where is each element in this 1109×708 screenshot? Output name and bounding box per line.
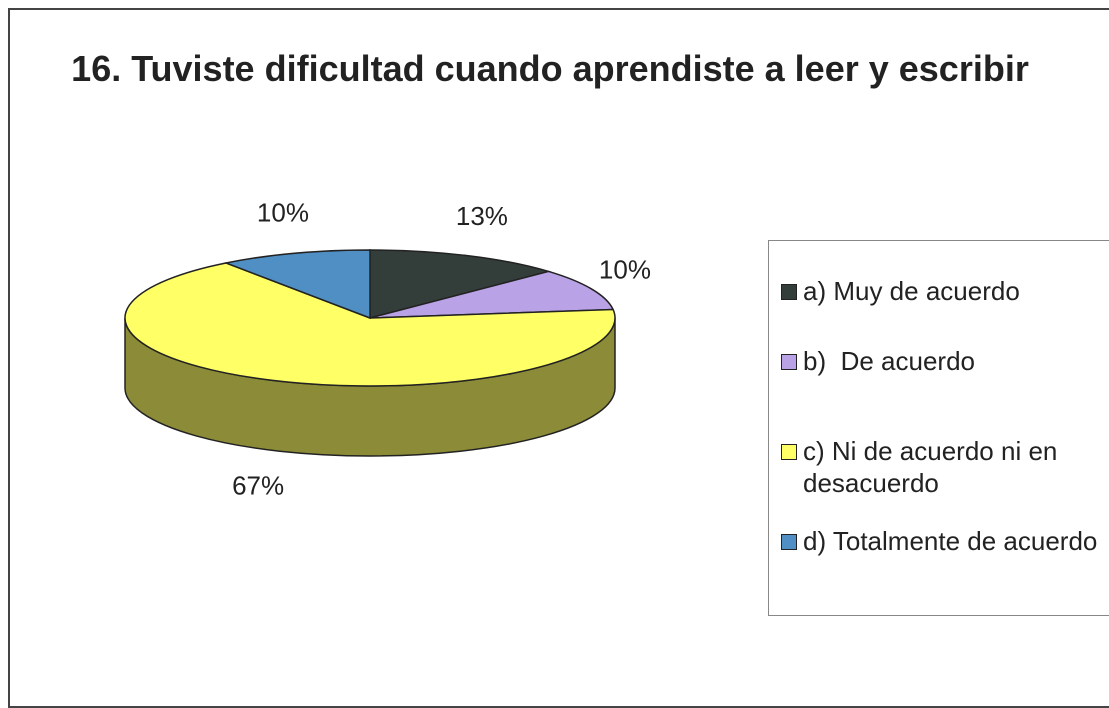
legend-label: d) Totalmente de acuerdo [803, 526, 1098, 556]
data-label: 10% [257, 197, 309, 227]
data-label: 13% [456, 201, 508, 231]
legend-swatch [781, 534, 797, 550]
legend-item: b) De acuerdo [781, 345, 1109, 377]
legend: a) Muy de acuerdo b) De acuerdo c) Ni de a… [768, 240, 1109, 616]
data-label: 67% [232, 471, 284, 501]
legend-label: a) Muy de acuerdo [803, 276, 1020, 306]
data-label: 10% [599, 255, 651, 285]
legend-item: c) Ni de acuerdo ni en desacuerdo [781, 435, 1109, 499]
pie-slice [369, 249, 552, 319]
legend-swatch [781, 444, 797, 460]
legend-label: b) De acuerdo [803, 346, 975, 376]
legend-item: d) Totalmente de acuerdo [781, 525, 1109, 557]
legend-item: a) Muy de acuerdo [781, 275, 1109, 307]
pie-slice [369, 270, 615, 319]
pie-slice [223, 249, 371, 320]
pie-slice [124, 262, 616, 387]
legend-swatch [781, 354, 797, 370]
legend-label: c) Ni de acuerdo ni en desacuerdo [803, 436, 1065, 498]
legend-swatch [781, 284, 797, 300]
chart-title: 16. Tuviste dificultad cuando aprendiste… [71, 48, 1029, 89]
